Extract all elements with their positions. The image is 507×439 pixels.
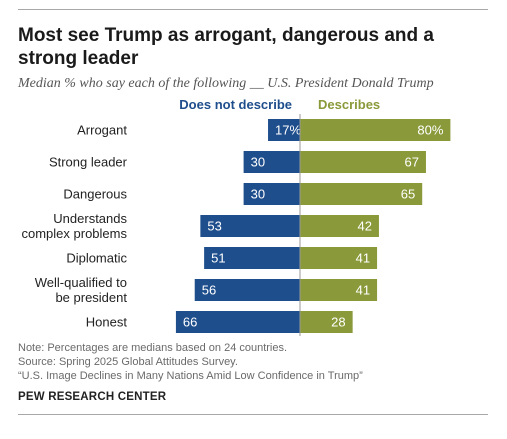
category-label: be president <box>55 290 127 305</box>
value-label-describes: 28 <box>331 315 345 330</box>
note-text: Note: Percentages are medians based on 2… <box>18 342 288 354</box>
value-label-does-not-describe: 17% <box>275 123 301 138</box>
chart-subtitle: Median % who say each of the following _… <box>18 76 434 91</box>
bar-does-not-describe <box>194 279 300 301</box>
source-text: Source: Spring 2025 Global Attitudes Sur… <box>18 356 238 368</box>
bar-does-not-describe <box>268 119 300 141</box>
category-label: complex problems <box>22 226 128 241</box>
category-label: Arrogant <box>77 123 127 138</box>
value-label-describes: 80% <box>417 123 443 138</box>
bar-does-not-describe <box>243 183 300 205</box>
bar-describes <box>300 311 353 333</box>
bottom-rule <box>18 414 488 415</box>
chart-area: 17% 80% Arrogant 30 67 Strong leader 30 65 Dange… <box>22 114 451 336</box>
value-label-describes: 41 <box>356 283 370 298</box>
report-title: “U.S. Image Declines in Many Nations Ami… <box>18 370 363 382</box>
category-label: Well-qualified to <box>35 275 127 290</box>
value-label-does-not-describe: 51 <box>211 251 225 266</box>
value-label-describes: 41 <box>356 251 370 266</box>
category-label: Understands <box>53 211 127 226</box>
value-label-describes: 42 <box>357 219 371 234</box>
value-label-does-not-describe: 56 <box>202 283 216 298</box>
category-label: Strong leader <box>49 155 128 170</box>
bar-describes <box>300 215 379 237</box>
legend-does-not-describe: Does not describe <box>179 97 292 112</box>
bar-does-not-describe <box>175 311 300 333</box>
value-label-does-not-describe: 66 <box>183 315 197 330</box>
bar-describes <box>300 279 378 301</box>
top-rule <box>18 9 488 10</box>
bar-describes <box>300 151 426 173</box>
chart-title: Most see Trump as arrogant, dangerous an… <box>18 25 434 69</box>
bar-describes <box>300 247 378 269</box>
bar-does-not-describe <box>200 215 300 237</box>
value-label-describes: 67 <box>404 155 418 170</box>
bar-describes <box>300 119 451 141</box>
category-label: Diplomatic <box>66 251 127 266</box>
bar-does-not-describe <box>243 151 300 173</box>
bar-describes <box>300 183 423 205</box>
organization-label: PEW RESEARCH CENTER <box>18 391 167 403</box>
value-label-does-not-describe: 30 <box>251 187 265 202</box>
legend-describes: Describes <box>318 97 381 112</box>
value-label-does-not-describe: 30 <box>251 155 265 170</box>
notes: Note: Percentages are medians based on 2… <box>18 341 363 383</box>
value-label-describes: 65 <box>401 187 415 202</box>
bar-does-not-describe <box>204 247 300 269</box>
value-label-does-not-describe: 53 <box>207 219 221 234</box>
category-label: Dangerous <box>63 187 127 202</box>
category-label: Honest <box>86 315 128 330</box>
